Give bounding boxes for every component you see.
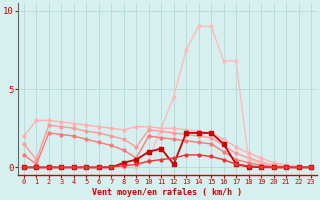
X-axis label: Vent moyen/en rafales ( km/h ): Vent moyen/en rafales ( km/h ) [92, 188, 243, 197]
